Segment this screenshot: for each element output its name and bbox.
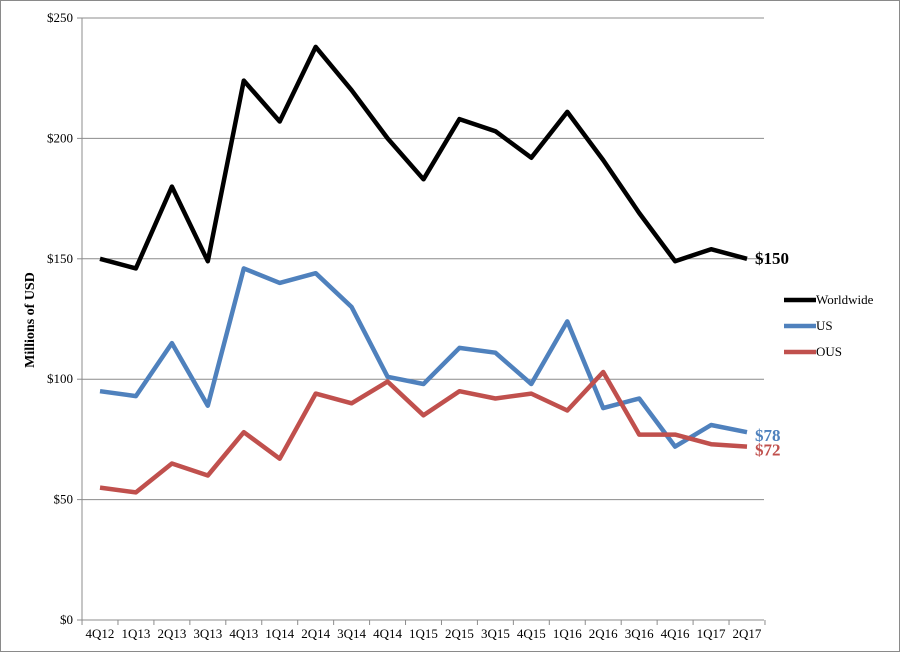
x-tick-label: 3Q14 [337, 626, 366, 641]
y-tick-label: $50 [54, 492, 74, 507]
series-line-us [99, 266, 748, 449]
y-tick-label: $150 [47, 251, 73, 266]
x-tick-label: 1Q17 [697, 626, 726, 641]
series-line-ous [99, 369, 748, 495]
x-tick-label: 3Q16 [625, 626, 654, 641]
y-tick-label: $250 [47, 10, 73, 25]
x-tick-label: 2Q16 [589, 626, 618, 641]
x-tick-label: 3Q15 [481, 626, 510, 641]
x-tick-label: 4Q12 [86, 626, 115, 641]
x-tick-label: 2Q15 [445, 626, 474, 641]
end-label-us: $78 [755, 426, 781, 445]
series-line-worldwide [99, 44, 748, 271]
x-tick-label: 1Q13 [121, 626, 150, 641]
x-tick-label: 1Q16 [553, 626, 582, 641]
end-labels: $150 $78$72 [755, 249, 789, 460]
legend-label-worldwide: Worldwide [816, 292, 874, 307]
x-tick-label: 3Q13 [193, 626, 222, 641]
series-lines [99, 44, 748, 495]
end-label-worldwide: $150 [755, 249, 789, 268]
legend-label-ous: OUS [816, 344, 842, 359]
x-tick-labels: 4Q12 1Q13 2Q13 3Q13 4Q13 1Q14 2Q14 3Q14 4Q14 1Q15… [86, 626, 762, 641]
x-tick-label: 2Q14 [301, 626, 330, 641]
x-tick-label: 2Q13 [157, 626, 186, 641]
y-tick-label: $0 [60, 612, 73, 627]
x-tick-label: 1Q14 [265, 626, 294, 641]
y-axis-label: Millions of USD [23, 272, 38, 368]
x-tick-label: 4Q14 [373, 626, 402, 641]
x-tick-label: 4Q13 [229, 626, 258, 641]
y-tick-labels: $0 $50 $100 $150 $200 $250 [47, 10, 73, 627]
x-tick-label: 4Q15 [517, 626, 546, 641]
x-tick-label: 2Q17 [733, 626, 762, 641]
legend-label-us: US [816, 318, 833, 333]
gridlines [82, 17, 764, 501]
end-label-ous: $72 [755, 441, 781, 460]
x-tick-label: 4Q16 [661, 626, 690, 641]
axes [77, 17, 766, 625]
x-tick-label: 1Q15 [409, 626, 438, 641]
y-tick-label: $100 [47, 371, 73, 386]
y-tick-label: $200 [47, 130, 73, 145]
legend: Worldwide US OUS [784, 292, 874, 359]
